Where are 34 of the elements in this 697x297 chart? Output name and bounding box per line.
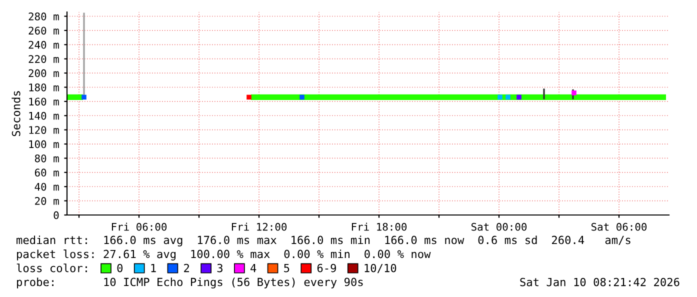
legend-label: 5 — [284, 264, 290, 272]
y-tick-label: 240 m — [28, 40, 59, 49]
x-tick-label: Fri 06:00 — [112, 222, 167, 231]
y-tick-label: 280 m — [28, 12, 59, 20]
y-tick-label: 40 m — [34, 182, 59, 191]
y-tick-label: 120 m — [29, 126, 59, 134]
text: Sat Jan 10 08:21:42 2026 — [520, 278, 680, 286]
y-tick-label: 160 m — [29, 98, 59, 106]
y-tick-label: 140 m — [29, 112, 59, 120]
y-tick-label: 60 m — [34, 168, 59, 177]
x-tick-label: Sat 00:00 — [471, 222, 527, 231]
legend-title: loss color: — [16, 264, 87, 272]
x-tick-label: Fri 12:00 — [232, 222, 287, 231]
legend-label: 2 — [184, 264, 190, 272]
legend-label: 3 — [217, 264, 222, 272]
y-tick-label: 260 m — [28, 26, 59, 35]
x-tick-label: Fri 18:00 — [352, 222, 407, 231]
y-axis-title: Seconds — [12, 91, 20, 136]
y-tick-label: 180 m — [29, 83, 59, 92]
y-tick-label: 20 m — [35, 197, 59, 205]
text: packet loss: 27.61 % avg 100.00 % max 0.00 % min 0.00 % now — [17, 250, 431, 260]
x-tick-label: Sat 06:00 — [591, 222, 647, 231]
legend-label: 10/10 — [364, 264, 396, 274]
legend-label: 4 — [250, 264, 256, 272]
y-tick-label: 220 m — [28, 55, 59, 63]
text: median rtt: 166.0 ms avg 176.0 ms max 166.0 ms min 166.0 ms now 0.6 ms sd 260.4 am/s — [16, 236, 630, 246]
y-tick-label: 80 m — [34, 154, 59, 162]
legend-label: 6-9 — [317, 264, 336, 272]
y-tick-label: 100 m — [29, 140, 59, 148]
text: probe: 10 ICMP Echo Pings (56 Bytes) every 90s — [17, 278, 363, 288]
legend-label: 0 — [117, 264, 123, 272]
y-tick-label: 200 m — [28, 69, 59, 78]
legend-label: 1 — [151, 264, 156, 272]
y-tick-label: 0 — [54, 211, 59, 220]
